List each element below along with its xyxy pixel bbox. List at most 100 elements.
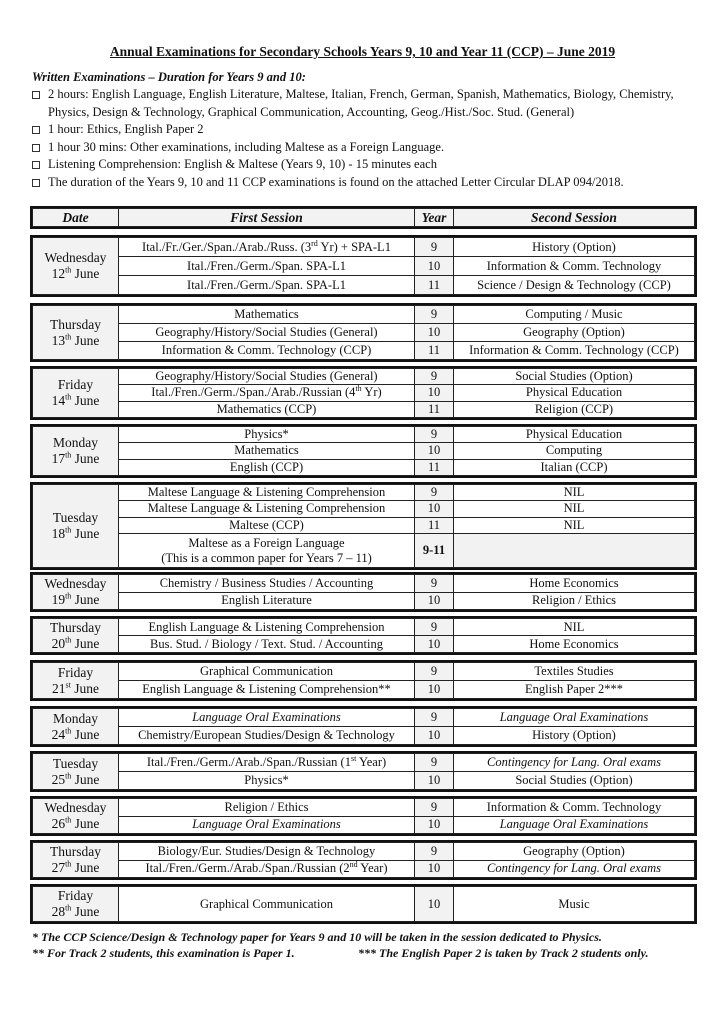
year-cell: 10: [414, 771, 454, 790]
day-block-tuesday-25: Tuesday 25th June Ital./Fren./Germ./Arab./…: [30, 751, 697, 792]
footnote: * The CCP Science/Design & Technology pa…: [32, 930, 602, 944]
year-cell: 9: [414, 662, 454, 681]
weekday: Friday: [57, 377, 94, 392]
second-session-cell: Information & Comm. Technology (CCP): [453, 341, 695, 360]
checkbox-bullet-icon: [32, 178, 40, 187]
exam-date: Thursday 27th June: [32, 842, 119, 878]
table-row: Ital./Fren./Germ./Arab./Span./Russian (2…: [33, 859, 695, 878]
second-session-cell: Language Oral Examinations: [453, 708, 695, 727]
exam-date: Friday 28th June: [32, 886, 119, 922]
second-session-cell: Social Studies (Option): [453, 367, 695, 386]
text-segment: History (Option): [532, 728, 616, 742]
year-cell: 10: [414, 726, 454, 745]
text-segment: Home Economics: [529, 636, 619, 651]
second-session-cell: Physical Education: [453, 384, 695, 402]
duration-item: The duration of the Years 9, 10 and 11 C…: [32, 174, 712, 192]
first-session-cell: Religion / Ethics: [118, 798, 415, 817]
note: (This is a common paper for Years 7 – 11…: [161, 550, 372, 565]
text-segment: Contingency for Lang. Oral exams: [487, 861, 661, 876]
text-segment: Geography (Option): [523, 843, 625, 858]
table-row: Thursday 13th June Mathematics 9 Computing /…: [32, 305, 695, 360]
year-cell: 9-11: [414, 533, 454, 568]
ordinal-suffix: th: [65, 591, 72, 601]
table-row: Information & Comm. Technology (CCP) 11 In…: [33, 341, 695, 360]
first-session-cell: Physics*: [118, 425, 415, 444]
second-session-cell: Computing / Music: [453, 305, 695, 324]
table-row: Wednesday 19th June Chemistry / Business S…: [32, 574, 695, 610]
weekday: Thursday: [50, 844, 101, 859]
weekday: Friday: [57, 888, 94, 903]
second-session-cell: Contingency for Lang. Oral exams: [453, 753, 695, 772]
second-session-cell: English Paper 2***: [453, 680, 695, 699]
month: June: [71, 771, 100, 787]
table-row: Tuesday 18th June Maltese Language & Liste…: [32, 483, 695, 568]
text-segment: English Literature: [221, 593, 312, 608]
day-number: 27: [51, 860, 66, 875]
text-segment: Graphical Communication: [200, 664, 333, 678]
table-row: Tuesday 25th June Ital./Fren./Germ./Arab./…: [32, 753, 695, 790]
second-session-cell: Textiles Studies: [453, 662, 695, 681]
year-cell: 10: [414, 256, 454, 276]
ordinal-suffix: th: [65, 265, 72, 275]
text-segment: Chemistry / Business Studies / Accountin…: [159, 575, 374, 590]
text-segment: Italian (CCP): [540, 459, 608, 474]
second-session-cell: NIL: [453, 500, 695, 518]
year-cell: 9: [414, 798, 454, 817]
durations-heading: Written Examinations – Duration for Year…: [32, 70, 306, 84]
weekday: Monday: [53, 435, 98, 450]
day-block-thursday-13: Thursday 13th June Mathematics 9 Computing /…: [30, 303, 697, 362]
table-row: Friday 21st June Graphical Communication 9 T…: [32, 662, 695, 699]
year-cell: 11: [414, 516, 454, 535]
text-segment: Contingency for Lang. Oral exams: [487, 755, 661, 769]
year-cell: 11: [414, 341, 454, 360]
ordinal-suffix: th: [65, 450, 72, 460]
text-segment: Geography/History/Social Studies (Genera…: [155, 325, 378, 339]
ordinal-suffix: th: [65, 332, 72, 341]
duration-text: The duration of the Years 9, 10 and 11 C…: [48, 174, 624, 189]
year-cell: 9: [414, 305, 454, 324]
ordinal-suffix: th: [65, 771, 72, 780]
month: June: [71, 332, 100, 348]
page-title: Annual Examinations for Secondary School…: [109, 44, 616, 59]
second-session-cell: [453, 533, 695, 568]
superscript: rd: [311, 238, 318, 248]
first-session-cell: Maltese (CCP): [118, 516, 415, 535]
second-session-cell: Home Economics: [453, 574, 695, 593]
weekday: Tuesday: [52, 755, 99, 771]
year-cell: 10: [414, 886, 454, 922]
day-number: 26: [51, 816, 66, 831]
text-segment: Ital./Fren./Germ./Arab./Span./Russian (2: [145, 861, 350, 876]
text-segment: English Paper 2***: [525, 682, 623, 696]
duration-text: Listening Comprehension: English & Malte…: [48, 157, 437, 171]
weekday: Tuesday: [52, 510, 99, 525]
first-session-cell: Mathematics: [118, 305, 415, 324]
first-session-cell: Ital./Fren./Germ./Span. SPA-L1: [118, 256, 415, 276]
day-block-wednesday-12: Wednesday 12th June Ital./Fr./Ger./Span./A…: [30, 235, 697, 297]
text-segment: English Language & Listening Comprehensi…: [142, 682, 391, 696]
text-segment: Textiles Studies: [534, 664, 614, 678]
header-date: Date: [32, 208, 119, 227]
day-block-monday-17: Monday 17th June Physics* 9 Physical Educati…: [30, 424, 697, 478]
text-segment: Religion / Ethics: [531, 593, 617, 608]
year-cell: 10: [414, 635, 454, 653]
year-cell: 9: [414, 753, 454, 772]
second-session-cell: Religion / Ethics: [453, 591, 695, 610]
first-session-cell: Geography/History/Social Studies (Genera…: [118, 367, 415, 386]
second-session-cell: Information & Comm. Technology: [453, 256, 695, 276]
first-session-cell: Ital./Fren./Germ./Arab./Span./Russian (2…: [118, 859, 415, 878]
ordinal-suffix: th: [65, 726, 72, 735]
text-segment: Social Studies (Option): [515, 773, 633, 787]
first-session-cell: Biology/Eur. Studies/Design & Technology: [118, 842, 415, 861]
checkbox-bullet-icon: [32, 126, 40, 134]
first-session-cell: Maltese as a Foreign Language (This is a …: [118, 533, 415, 568]
month: June: [71, 393, 100, 408]
superscript: nd: [349, 860, 358, 870]
year-cell: 10: [414, 442, 454, 460]
year-cell: 10: [414, 815, 454, 834]
table-row: Maltese as a Foreign Language (This is a …: [33, 533, 695, 568]
table-row: Chemistry/European Studies/Design & Tech…: [33, 726, 695, 745]
second-session-cell: Language Oral Examinations: [453, 815, 695, 834]
weekday: Monday: [53, 710, 98, 726]
text-segment: Mathematics (CCP): [216, 401, 317, 416]
day-block-monday-24: Monday 24th June Language Oral Examination…: [30, 706, 697, 747]
